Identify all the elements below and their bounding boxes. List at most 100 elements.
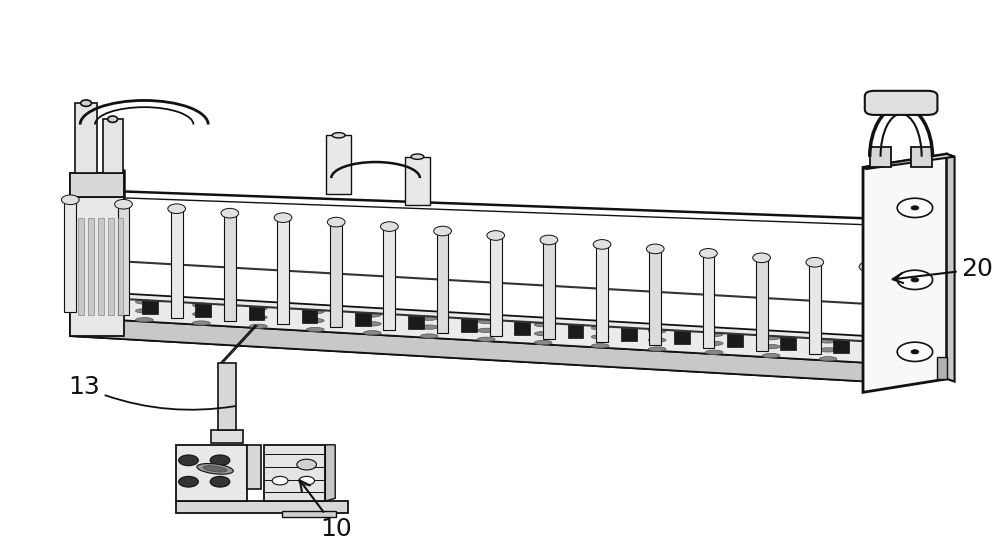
Polygon shape bbox=[78, 218, 84, 314]
Ellipse shape bbox=[591, 335, 609, 339]
Ellipse shape bbox=[705, 332, 723, 337]
Polygon shape bbox=[70, 173, 124, 310]
Polygon shape bbox=[490, 236, 502, 336]
Ellipse shape bbox=[136, 300, 153, 304]
Bar bbox=[218, 363, 236, 430]
Ellipse shape bbox=[420, 316, 438, 320]
Bar bbox=[75, 103, 97, 173]
Circle shape bbox=[381, 222, 398, 231]
Bar bbox=[176, 445, 247, 501]
Polygon shape bbox=[171, 209, 183, 318]
Ellipse shape bbox=[79, 306, 96, 310]
Ellipse shape bbox=[79, 296, 96, 301]
Polygon shape bbox=[568, 324, 583, 338]
Ellipse shape bbox=[477, 319, 495, 324]
Circle shape bbox=[753, 253, 770, 263]
Ellipse shape bbox=[411, 154, 424, 159]
Polygon shape bbox=[330, 222, 342, 327]
Polygon shape bbox=[142, 300, 158, 313]
Circle shape bbox=[897, 342, 933, 361]
Polygon shape bbox=[195, 303, 211, 317]
Bar bbox=[326, 135, 351, 194]
Polygon shape bbox=[224, 213, 236, 321]
Circle shape bbox=[115, 200, 132, 209]
Polygon shape bbox=[70, 290, 868, 363]
Polygon shape bbox=[809, 262, 821, 354]
Ellipse shape bbox=[420, 325, 438, 329]
Polygon shape bbox=[947, 154, 955, 381]
Circle shape bbox=[179, 455, 198, 466]
Ellipse shape bbox=[648, 347, 666, 351]
Ellipse shape bbox=[192, 321, 210, 325]
Polygon shape bbox=[863, 154, 947, 392]
Ellipse shape bbox=[363, 331, 381, 335]
Text: 10: 10 bbox=[300, 480, 352, 541]
Ellipse shape bbox=[534, 323, 552, 327]
Circle shape bbox=[61, 195, 79, 205]
Circle shape bbox=[210, 477, 230, 487]
Polygon shape bbox=[89, 297, 105, 311]
Circle shape bbox=[897, 270, 933, 289]
Ellipse shape bbox=[108, 116, 118, 122]
Ellipse shape bbox=[477, 337, 495, 342]
Polygon shape bbox=[780, 337, 796, 350]
Polygon shape bbox=[383, 226, 395, 330]
Circle shape bbox=[911, 277, 919, 282]
Polygon shape bbox=[674, 331, 690, 344]
Polygon shape bbox=[596, 244, 608, 342]
Circle shape bbox=[434, 226, 451, 236]
Text: 13: 13 bbox=[68, 375, 235, 410]
Polygon shape bbox=[408, 316, 424, 329]
Bar bbox=[176, 501, 348, 513]
Ellipse shape bbox=[762, 344, 780, 349]
Polygon shape bbox=[756, 258, 768, 351]
Ellipse shape bbox=[332, 133, 345, 138]
Ellipse shape bbox=[192, 303, 210, 307]
Polygon shape bbox=[118, 218, 123, 314]
Text: 20: 20 bbox=[893, 257, 993, 283]
Circle shape bbox=[700, 249, 717, 258]
Ellipse shape bbox=[819, 339, 837, 343]
Circle shape bbox=[540, 235, 558, 245]
Ellipse shape bbox=[363, 313, 381, 317]
Ellipse shape bbox=[705, 350, 723, 355]
Polygon shape bbox=[70, 317, 868, 381]
Bar bbox=[211, 430, 243, 443]
Polygon shape bbox=[863, 154, 955, 169]
Ellipse shape bbox=[591, 344, 609, 348]
FancyBboxPatch shape bbox=[865, 91, 937, 115]
Ellipse shape bbox=[648, 329, 666, 333]
Polygon shape bbox=[355, 312, 371, 326]
Polygon shape bbox=[437, 231, 448, 333]
Ellipse shape bbox=[81, 100, 91, 106]
Polygon shape bbox=[621, 327, 637, 341]
Bar bbox=[103, 119, 123, 173]
Circle shape bbox=[911, 350, 919, 354]
Circle shape bbox=[179, 477, 198, 487]
Polygon shape bbox=[70, 310, 868, 381]
Ellipse shape bbox=[306, 310, 324, 314]
Ellipse shape bbox=[705, 341, 723, 345]
Ellipse shape bbox=[477, 328, 495, 332]
Circle shape bbox=[806, 257, 824, 267]
Polygon shape bbox=[514, 322, 530, 335]
Polygon shape bbox=[302, 310, 317, 323]
Circle shape bbox=[210, 455, 230, 466]
Ellipse shape bbox=[762, 336, 780, 340]
Polygon shape bbox=[461, 318, 477, 332]
Ellipse shape bbox=[363, 322, 381, 326]
Polygon shape bbox=[649, 249, 661, 345]
Ellipse shape bbox=[249, 324, 267, 329]
Circle shape bbox=[897, 198, 933, 218]
Circle shape bbox=[593, 239, 611, 249]
Polygon shape bbox=[833, 339, 849, 353]
Circle shape bbox=[272, 477, 288, 485]
Bar bbox=[870, 147, 891, 168]
Ellipse shape bbox=[648, 338, 666, 342]
Circle shape bbox=[299, 477, 315, 485]
Ellipse shape bbox=[420, 334, 438, 338]
Ellipse shape bbox=[534, 341, 552, 345]
Ellipse shape bbox=[136, 318, 153, 322]
Circle shape bbox=[297, 459, 317, 470]
Bar bbox=[282, 511, 336, 517]
